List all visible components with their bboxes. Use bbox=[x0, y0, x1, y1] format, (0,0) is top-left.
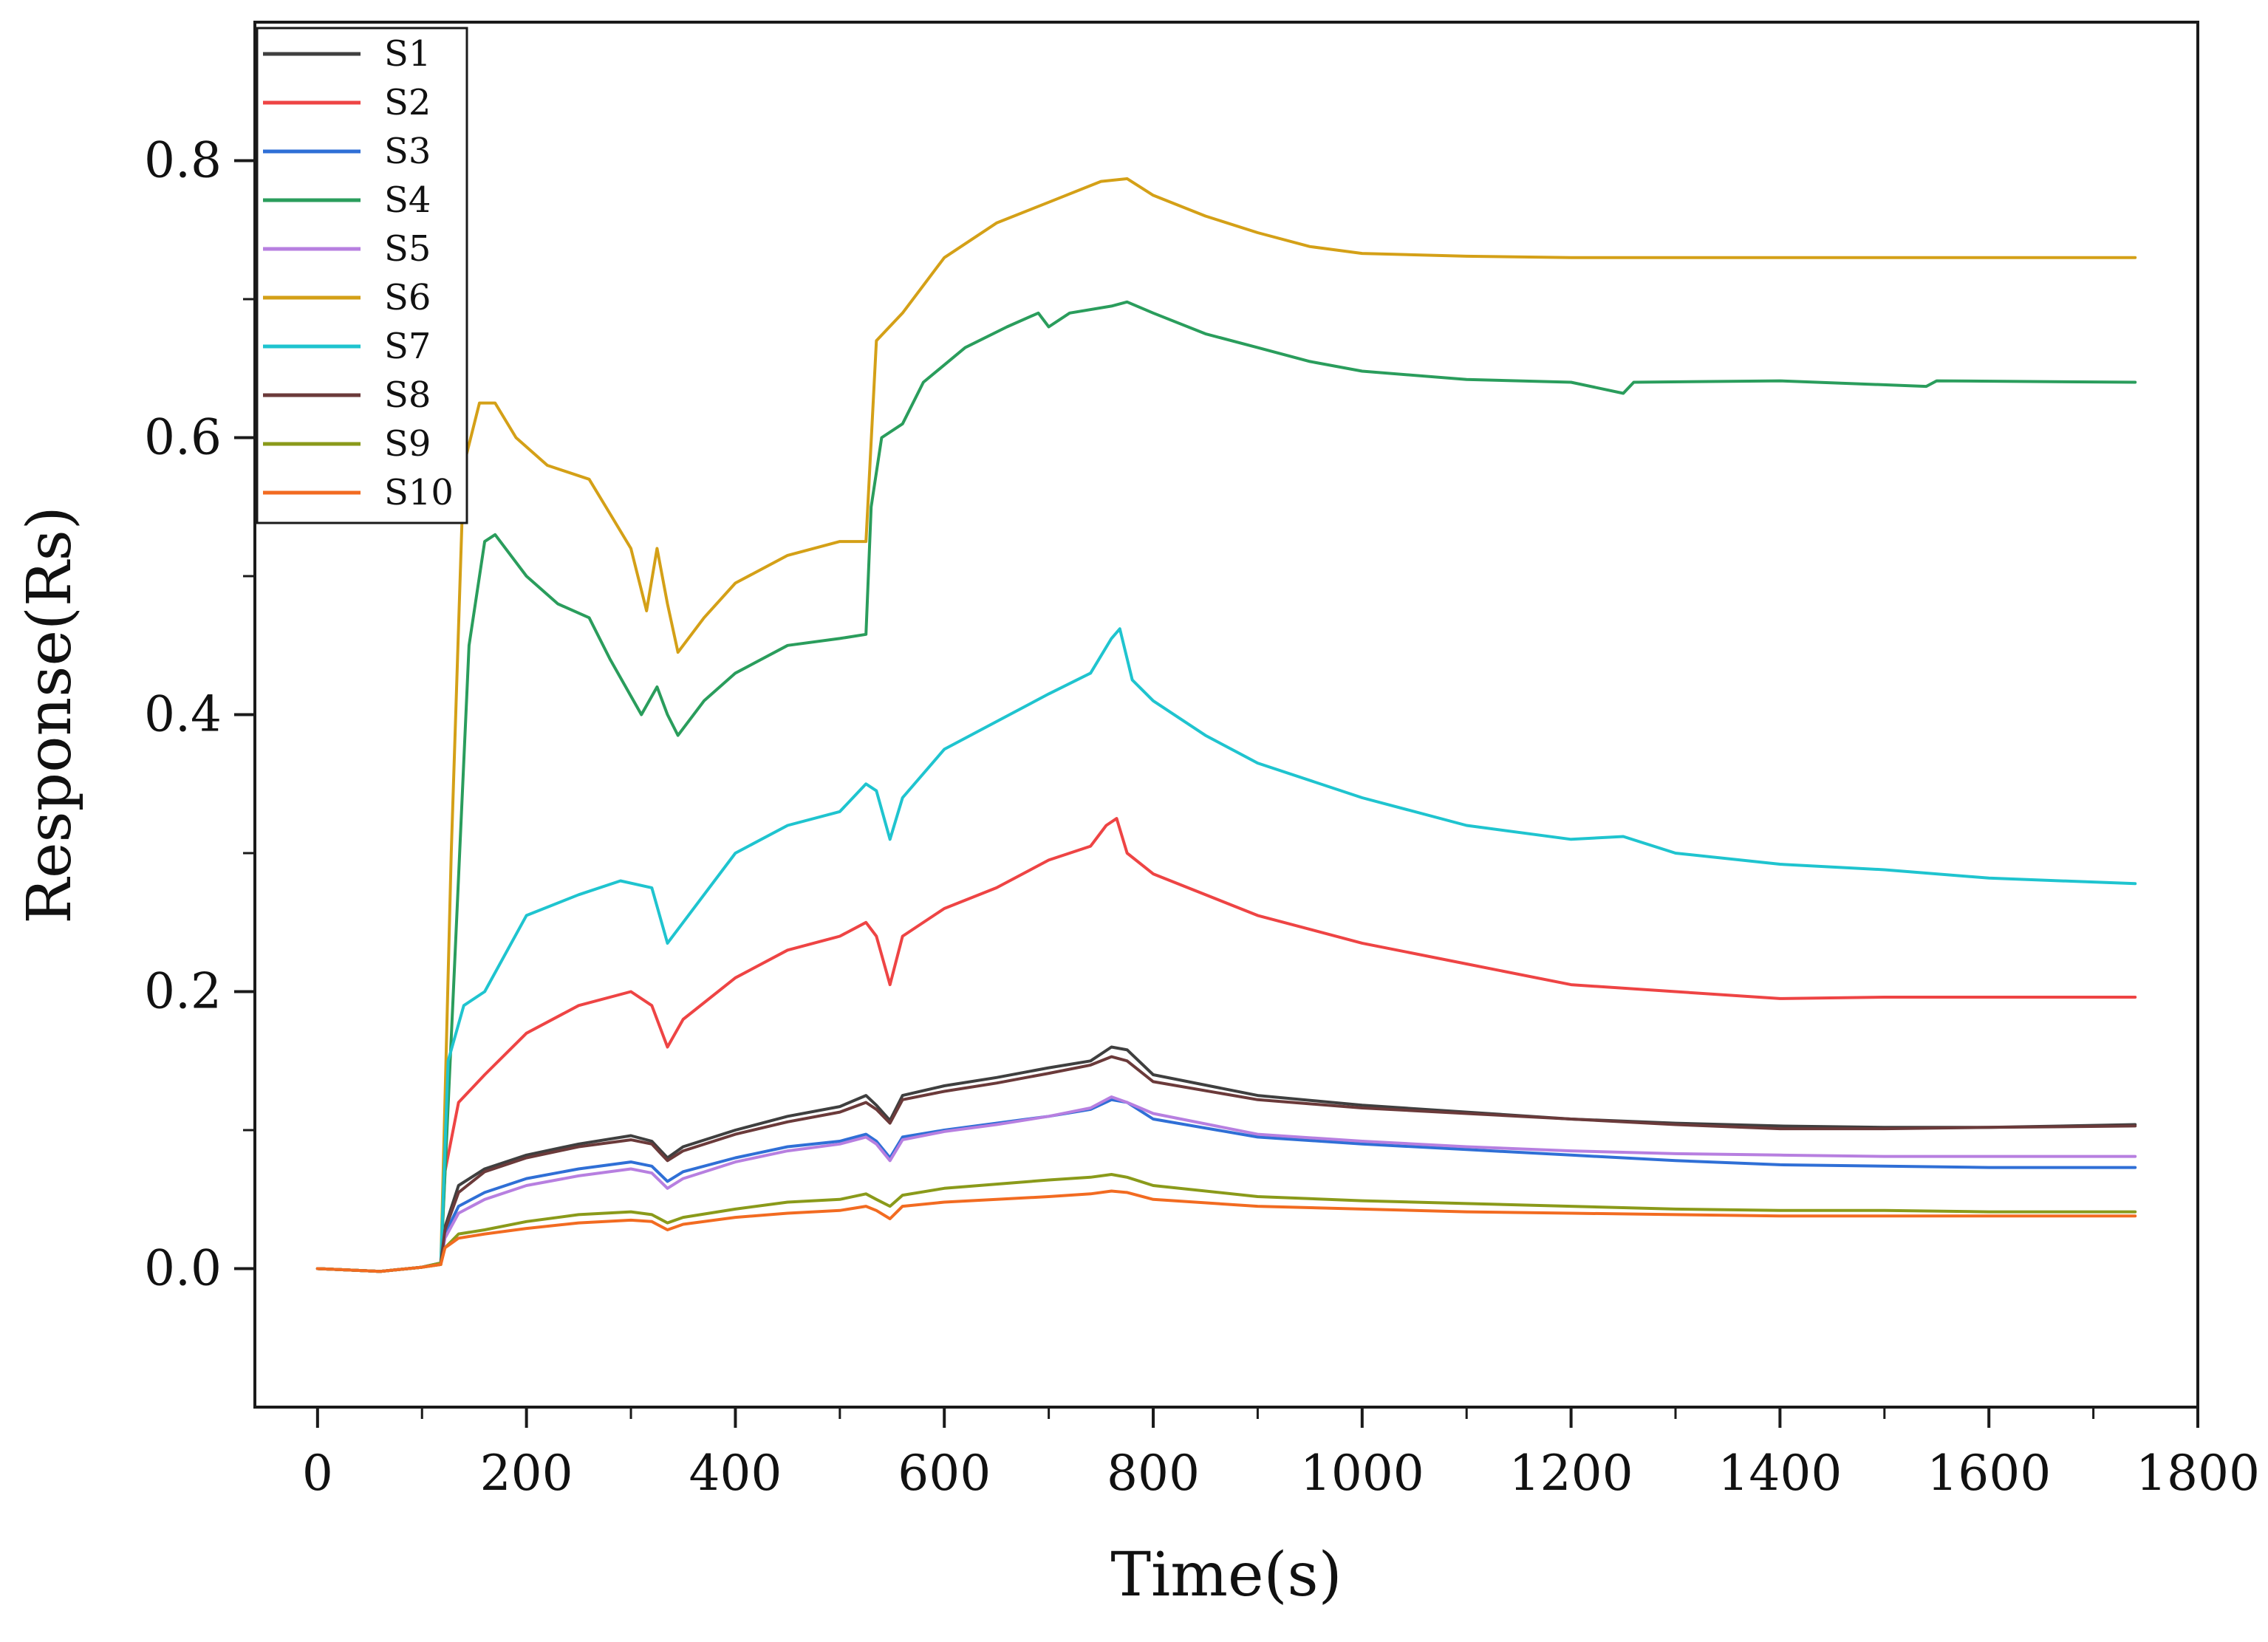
series-line-s5 bbox=[315, 1095, 2137, 1273]
x-tick-label: 1200 bbox=[1509, 1445, 1633, 1502]
legend-label-s3: S3 bbox=[384, 131, 431, 172]
series-line-s3 bbox=[315, 1098, 2137, 1273]
legend-label-s1: S1 bbox=[384, 33, 431, 75]
legend-label-s7: S7 bbox=[384, 326, 431, 367]
x-tick-label: 1600 bbox=[1927, 1445, 2051, 1502]
x-axis: 0 200 400 600 800 1000 1200 1400 1600 1800 bbox=[302, 1407, 2260, 1502]
legend-label-s2: S2 bbox=[384, 82, 431, 123]
y-tick-label: 0.4 bbox=[144, 686, 222, 743]
series-layer bbox=[315, 177, 2137, 1273]
series-line-s6 bbox=[315, 177, 2137, 1273]
series-line-s7 bbox=[315, 627, 2137, 1273]
y-tick-label: 0.8 bbox=[144, 132, 222, 189]
legend-label-s8: S8 bbox=[384, 374, 431, 416]
series-line-s2 bbox=[315, 817, 2137, 1273]
y-tick-label: 0.2 bbox=[144, 963, 222, 1020]
series-line-s4 bbox=[315, 300, 2137, 1273]
y-tick-label: 0.0 bbox=[144, 1240, 222, 1297]
y-axis: 0.0 0.2 0.4 0.6 0.8 bbox=[144, 132, 255, 1297]
x-tick-label: 200 bbox=[480, 1445, 573, 1502]
legend-label-s9: S9 bbox=[384, 423, 431, 465]
y-axis-label: Response(Rs) bbox=[15, 506, 85, 923]
x-axis-label: Time(s) bbox=[1110, 1540, 1342, 1610]
legend-label-s5: S5 bbox=[384, 228, 431, 270]
x-tick-label: 1400 bbox=[1718, 1445, 1842, 1502]
series-line-s9 bbox=[315, 1173, 2137, 1273]
x-tick-label: 1800 bbox=[2136, 1445, 2260, 1502]
x-tick-label: 0 bbox=[302, 1445, 333, 1502]
legend: S1 S2 S3 S4 S5 S6 S7 S8 S9 S10 bbox=[256, 27, 468, 524]
x-tick-label: 1000 bbox=[1300, 1445, 1424, 1502]
legend-label-s4: S4 bbox=[384, 179, 431, 221]
series-line-s8 bbox=[315, 1055, 2137, 1273]
x-tick-label: 800 bbox=[1107, 1445, 1200, 1502]
y-tick-label: 0.6 bbox=[144, 409, 222, 466]
legend-label-s6: S6 bbox=[384, 277, 431, 318]
series-line-s10 bbox=[315, 1189, 2137, 1273]
x-tick-label: 600 bbox=[898, 1445, 991, 1502]
x-tick-label: 400 bbox=[689, 1445, 782, 1502]
legend-label-s10: S10 bbox=[384, 472, 454, 513]
legend-box bbox=[256, 27, 468, 524]
